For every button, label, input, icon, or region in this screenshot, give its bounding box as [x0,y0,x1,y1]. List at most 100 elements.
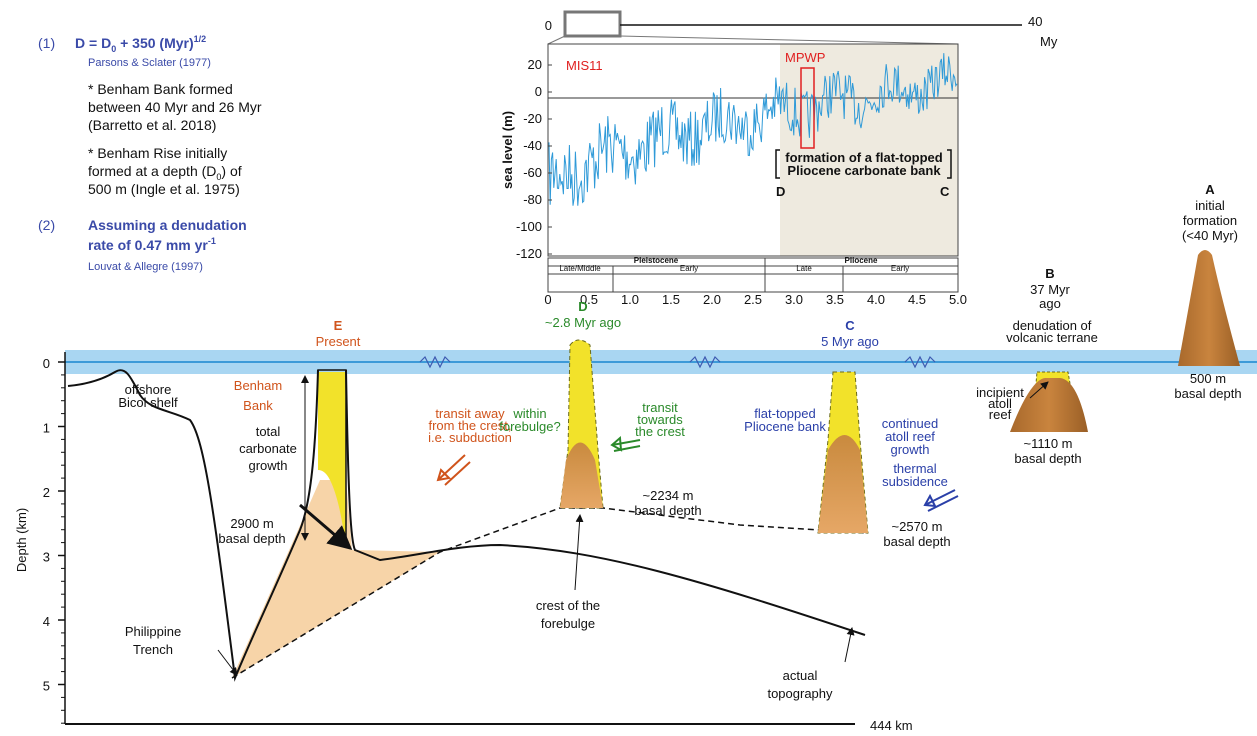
bullet-part: ) of [221,163,241,179]
x-tick-label: 4.5 [908,292,926,307]
annotation-towards: transit [642,400,678,415]
annotation-incipient: incipient [976,385,1024,400]
stage-time: 5 Myr ago [821,334,879,349]
carbonate [318,372,346,548]
annotation-bank: Bank [243,398,273,413]
mis11-label: MIS11 [566,58,603,73]
annotation-flat: Pliocene bank [744,419,826,434]
bullet-line: (Barretto et al. 2018) [88,117,216,133]
annotation-atoll: growth [890,442,929,457]
bullet-line: formed at a depth (D0) of [88,163,242,182]
eq-sup: 1/2 [194,34,207,44]
bracket-end: D [776,184,785,199]
topo-pointer [844,627,855,663]
annotation-towards: towards [637,412,683,427]
bracket [775,149,952,179]
annotation-c-depth: ~2570 m [892,519,943,534]
axis-label: Depth (km) [14,508,29,572]
eq-number: (2) [38,217,55,233]
bullet-line: 500 m (Ingle et al. 1975) [88,181,240,197]
annotation-denudation: denudation of [1013,318,1092,333]
sub-epoch: Late [796,264,812,273]
waves [419,355,936,369]
inset-chart: MIS11 MPWP sea level (m) formation of a … [500,43,967,307]
x-tick-label: 5.0 [949,292,967,307]
y-tick-label: -80 [523,192,542,207]
depth-tick-label: 3 [43,550,50,565]
assumption-sup: -1 [208,236,216,246]
stage-letter: D [578,299,587,314]
annotation-shelf: offshore [125,382,172,397]
annotation-trench: Philippine [125,624,181,639]
annotation-subduction: i.e. subduction [428,430,512,445]
plot-border [547,43,959,257]
x-tick-label: 3.0 [785,292,803,307]
y-axis-label: sea level (m) [500,111,515,189]
annotation-within: forebulge? [499,419,560,434]
stage-time: formation [1183,213,1237,228]
annotation-trench: Trench [133,642,173,657]
x-tick-label: 3.5 [826,292,844,307]
assumption: rate of 0.47 mm yr-1 [88,236,216,253]
bullet-line: * Benham Rise initially [88,145,227,161]
volcano-d [560,442,603,508]
x-tick-label: 0 [544,292,551,307]
depth-tick-label: 5 [43,679,50,694]
timeline-unit: My [1040,34,1058,49]
sub-epoch: Early [891,264,909,273]
reef-pointer [1029,381,1049,399]
epoch-table [547,257,959,293]
stage-time: initial [1195,198,1225,213]
annotation-within: within [512,406,546,421]
annotation-crest: crest of the [536,598,600,613]
y-tick-label: -120 [516,246,542,261]
zoom-box [563,10,622,38]
mpwp-box [800,67,815,149]
annotation-subduction: transit away [435,406,505,421]
eq-part: + 350 (Myr) [116,35,193,51]
crest-arrow [610,435,641,452]
sub-epoch: Early [680,264,698,273]
bullet-line: between 40 Myr and 26 Myr [88,99,262,115]
timeline-end: 40 [1028,14,1042,29]
annotation-thermal: thermal [893,461,936,476]
annotation-d-depth: ~2234 m [643,488,694,503]
annotation-d-depth: basal depth [634,503,701,518]
y-tick-label: 0 [535,84,542,99]
annotation-b-depth: ~1110 m [1023,436,1072,451]
depth-arrow [299,503,353,550]
volcano-b [1010,378,1088,432]
reference: Louvat & Allegre (1997) [88,261,203,273]
sub-epoch: Late/Middle [559,264,601,273]
stage-time: (<40 Myr) [1182,228,1238,243]
notes: (1) D = D0 + 350 (Myr)1/2 Parsons & Scla… [38,34,262,273]
stage-time: ~2.8 Myr ago [545,315,621,330]
timeline-start: 0 [545,18,552,33]
epoch: Pleistocene [634,256,679,265]
annotation-c-depth: basal depth [883,534,950,549]
bullet-part: formed at a depth (D [88,163,216,179]
annotation-denudation: volcanic terrane [1006,330,1098,345]
annotation-towards: the crest [635,424,685,439]
annotation-a-depth: basal depth [1174,386,1241,401]
annotation-atoll: continued [882,416,938,431]
distance-label: 444 km [870,718,913,733]
depth-tick-label: 0 [43,356,50,371]
annotation-flat: flat-topped [754,406,815,421]
annotation-incipient: atoll [988,396,1012,411]
annotation-incipient: reef [989,407,1012,422]
x-tick-label: 1.0 [621,292,639,307]
x-tick-label: 2.0 [703,292,721,307]
x-tick-label: 2.5 [744,292,762,307]
annotation-shelf: Bicol shelf [118,395,178,410]
volcano-c [818,435,868,533]
annotation-a-depth: 500 m [1190,371,1226,386]
stage-letter: A [1205,182,1215,197]
y-tick-label: -40 [523,138,542,153]
reference: Parsons & Sclater (1977) [88,57,211,69]
volcano-a [1178,250,1240,366]
annotation-thermal: subsidence [882,474,948,489]
bracket-end: C [940,184,950,199]
annotation-topo: topography [767,686,833,701]
